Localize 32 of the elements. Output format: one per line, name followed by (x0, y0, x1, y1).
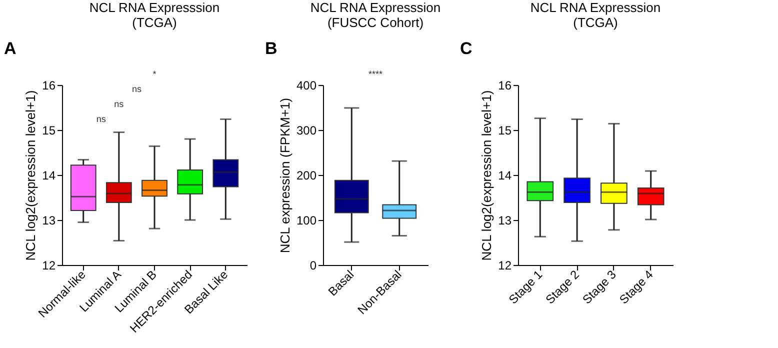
chart-title: NCL RNA Expresssion (530, 0, 661, 15)
y-tick-label: 14 (498, 168, 512, 182)
chart-title: NCL RNA Expresssion (89, 0, 220, 15)
y-tick-label: 16 (498, 78, 512, 92)
y-tick-label: 15 (498, 124, 512, 138)
annotation: ns (96, 114, 106, 124)
y-tick-label: 12 (498, 258, 512, 272)
text: C (460, 39, 472, 58)
annotation: ns (114, 99, 124, 109)
text: B (265, 39, 278, 58)
y-tick-label: 15 (42, 124, 56, 138)
chart-title: NCL RNA Expresssion (310, 0, 441, 15)
y-tick-label: 16 (42, 78, 56, 92)
y-axis-title: NCL log2(expression level+1) (23, 90, 38, 261)
y-tick-label: 300 (296, 124, 317, 138)
text: **** (368, 69, 383, 79)
y-axis-title: NCL expression (FPKM+1) (277, 98, 292, 254)
chart-subtitle: (TCGA) (132, 15, 177, 30)
y-axis-title: NCL log2(expression level+1) (479, 90, 494, 261)
y-tick-label: 200 (296, 168, 317, 182)
y-tick-label: 12 (42, 258, 56, 272)
text: A (4, 39, 16, 58)
y-tick-label: 0 (310, 258, 317, 272)
text: * (152, 69, 157, 79)
y-tick-label: 400 (296, 78, 317, 92)
y-tick-label: 100 (296, 214, 317, 228)
chart-subtitle: (FUSCC Cohort) (327, 15, 424, 30)
y-tick-label: 13 (42, 214, 56, 228)
chart-subtitle: (TCGA) (573, 15, 618, 30)
annotation: ns (132, 84, 142, 94)
y-tick-label: 14 (42, 168, 56, 182)
y-tick-label: 13 (498, 214, 512, 228)
